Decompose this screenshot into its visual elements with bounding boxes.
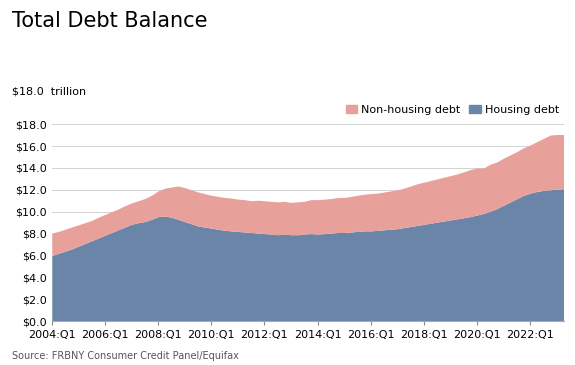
Text: $18.0  trillion: $18.0 trillion: [12, 87, 86, 97]
Text: Source: FRBNY Consumer Credit Panel/Equifax: Source: FRBNY Consumer Credit Panel/Equi…: [12, 351, 239, 361]
Text: Total Debt Balance: Total Debt Balance: [12, 11, 207, 31]
Legend: Non-housing debt, Housing debt: Non-housing debt, Housing debt: [342, 100, 564, 119]
